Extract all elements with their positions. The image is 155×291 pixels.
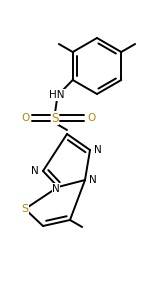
Text: O: O [22, 113, 30, 123]
Text: N: N [89, 175, 97, 185]
Text: N: N [94, 145, 102, 155]
Text: N: N [52, 184, 60, 194]
Text: N: N [31, 166, 39, 176]
Text: O: O [87, 113, 95, 123]
Text: S: S [51, 111, 59, 125]
Text: S: S [21, 204, 29, 214]
Text: HN: HN [49, 90, 65, 100]
